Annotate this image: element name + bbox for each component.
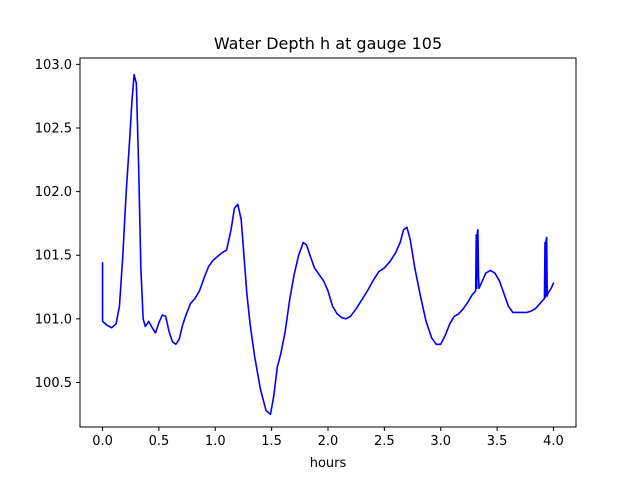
x-tick-label: 3.0 (430, 434, 451, 449)
x-tick-label: 1.5 (261, 434, 282, 449)
x-tick-label: 3.5 (487, 434, 508, 449)
x-tick-label: 2.0 (318, 434, 339, 449)
y-axis-ticks: 100.5 101.0 101.5 102.0 102.5 103.0 (35, 58, 80, 391)
y-tick-label: 101.5 (35, 249, 72, 264)
y-tick-label: 102.0 (35, 185, 72, 200)
chart-title: Water Depth h at gauge 105 (214, 34, 442, 53)
series-line-0 (101, 73, 555, 416)
plot-frame (79, 57, 577, 428)
x-tick-label: 4.0 (543, 434, 564, 449)
x-axis-label: hours (310, 456, 347, 471)
y-tick-label: 102.5 (35, 121, 72, 136)
plot-area (80, 58, 576, 427)
x-axis-ticks: 0.0 0.5 1.0 1.5 2.0 2.5 3.0 3.5 4.0 (92, 427, 564, 449)
y-tick-label: 101.0 (35, 312, 72, 327)
y-tick-label: 103.0 (35, 58, 72, 73)
x-tick-label: 1.0 (205, 434, 226, 449)
y-tick-label: 100.5 (35, 376, 72, 391)
x-tick-label: 2.5 (374, 434, 395, 449)
x-tick-label: 0.5 (149, 434, 170, 449)
x-tick-label: 0.0 (92, 434, 113, 449)
data-layer (101, 73, 555, 416)
